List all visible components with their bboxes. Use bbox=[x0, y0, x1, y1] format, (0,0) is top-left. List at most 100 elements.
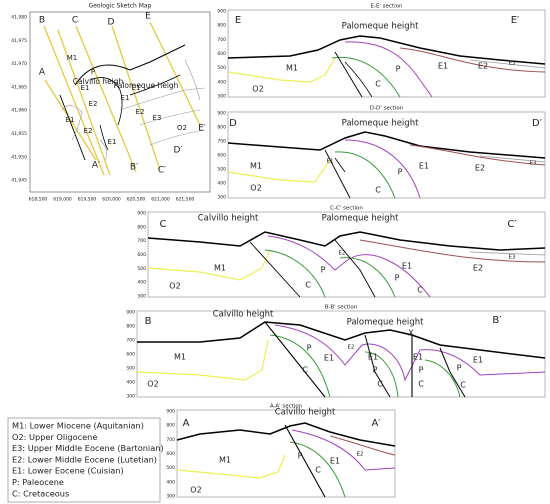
contact-line bbox=[344, 41, 433, 98]
y-label: 41,970 bbox=[11, 61, 27, 67]
contact-line bbox=[264, 321, 326, 398]
contact-line bbox=[267, 235, 431, 298]
section-label: O2 bbox=[169, 282, 180, 291]
map-label: A bbox=[39, 68, 46, 78]
section-label: O2 bbox=[190, 486, 201, 495]
contact-line bbox=[291, 429, 396, 471]
x-label: 621,000 bbox=[151, 197, 170, 203]
axis-label: 700 bbox=[126, 338, 135, 344]
x-label: 620,500 bbox=[127, 197, 146, 203]
section-label: C bbox=[305, 281, 311, 290]
map-label: A′ bbox=[92, 161, 100, 171]
axis-label: 800 bbox=[137, 224, 146, 230]
legend-entry: P: Paleocene bbox=[12, 477, 64, 487]
section-label: Calvillo height bbox=[213, 310, 274, 320]
section-label: M1 bbox=[250, 162, 262, 171]
section-label: B′ bbox=[492, 315, 502, 326]
axis-label: 700 bbox=[166, 437, 175, 443]
section-label: Palomeque height bbox=[342, 119, 419, 129]
section-label: C bbox=[418, 380, 424, 389]
section-label: E′ bbox=[511, 15, 520, 26]
contact-line bbox=[89, 77, 123, 126]
section-label: C bbox=[375, 186, 381, 195]
contact-line bbox=[176, 454, 286, 479]
section-label: P bbox=[395, 274, 400, 283]
axis-label: 300 bbox=[126, 394, 135, 400]
section-title: C-C' section bbox=[330, 206, 363, 212]
contact-line bbox=[74, 44, 186, 86]
contact-line bbox=[269, 334, 331, 398]
contact-line bbox=[227, 57, 336, 83]
section-label: E1 bbox=[368, 353, 378, 362]
map-label: E1 bbox=[121, 94, 130, 102]
contact-line bbox=[75, 25, 137, 173]
map-label: P bbox=[91, 68, 95, 76]
axis-label: 300 bbox=[137, 294, 146, 300]
section-label: C bbox=[302, 366, 308, 375]
axis-label: 600 bbox=[137, 252, 146, 258]
axis-label: 500 bbox=[217, 167, 226, 173]
section-label: E1 bbox=[413, 353, 423, 362]
section-title: B-B' section bbox=[325, 305, 358, 311]
map-label: E1 bbox=[108, 138, 117, 146]
contact-line bbox=[227, 131, 546, 159]
axis-label: 300 bbox=[217, 195, 226, 201]
section-label: B bbox=[145, 316, 152, 327]
x-label: 620,000 bbox=[102, 197, 121, 203]
contact-line bbox=[249, 241, 301, 298]
contact-line bbox=[147, 249, 271, 281]
y-label: 41,945 bbox=[11, 178, 27, 184]
section-label: E2 bbox=[478, 62, 488, 71]
section-label: P bbox=[419, 366, 424, 375]
section-label: O2 bbox=[147, 380, 158, 389]
axis-label: 800 bbox=[126, 324, 135, 330]
contact-line bbox=[424, 359, 461, 398]
axis-label: 400 bbox=[217, 181, 226, 187]
contact-line bbox=[227, 35, 546, 65]
section-frame bbox=[136, 310, 546, 398]
section-frame bbox=[227, 111, 546, 199]
axis-label: 500 bbox=[126, 366, 135, 372]
map-label: O2 bbox=[177, 124, 187, 132]
contact-line bbox=[139, 109, 201, 126]
section-label: E1 bbox=[419, 162, 429, 171]
contact-line bbox=[129, 74, 181, 96]
section-label: C bbox=[160, 219, 167, 230]
map-label: E′ bbox=[198, 124, 206, 134]
contact-line bbox=[364, 351, 399, 398]
section-label: E2 bbox=[339, 251, 346, 257]
y-label: 41,950 bbox=[11, 154, 27, 160]
axis-label: 300 bbox=[166, 494, 175, 500]
section-label: C bbox=[375, 80, 381, 89]
contact-line bbox=[264, 249, 326, 298]
axis-label: 700 bbox=[137, 238, 146, 244]
section-label: E1 bbox=[438, 62, 448, 71]
section-label: P bbox=[298, 452, 303, 461]
axis-label: 400 bbox=[137, 280, 146, 286]
axis-label: 400 bbox=[126, 380, 135, 386]
map-title: Geologic Sketch Map bbox=[89, 3, 152, 10]
x-label: 619,500 bbox=[78, 197, 97, 203]
legend-entry: E3: Upper Middle Eocene (Bartonian) bbox=[12, 443, 164, 453]
contact-line bbox=[439, 347, 466, 398]
map-label: E2 bbox=[89, 100, 98, 108]
section-label: P bbox=[396, 65, 401, 74]
section-label: E1 bbox=[402, 262, 412, 271]
section-label: E1 bbox=[327, 159, 334, 165]
axis-label: 600 bbox=[217, 51, 226, 57]
section-label: D′ bbox=[532, 118, 543, 129]
contact-line bbox=[111, 25, 161, 171]
section-label: C′ bbox=[507, 219, 517, 230]
section-label: D bbox=[229, 118, 237, 129]
contact-line bbox=[289, 441, 346, 498]
section-label: M1 bbox=[174, 353, 186, 362]
axis-label: 600 bbox=[217, 153, 226, 159]
contact-line bbox=[147, 231, 546, 251]
contact-line bbox=[399, 47, 546, 73]
section-label: E2 bbox=[475, 164, 485, 173]
contact-line bbox=[344, 139, 421, 199]
axis-label: 700 bbox=[217, 37, 226, 43]
section-label: Calvillo height bbox=[275, 408, 336, 418]
axis-label: 900 bbox=[217, 9, 226, 15]
map-label: C bbox=[72, 16, 78, 26]
